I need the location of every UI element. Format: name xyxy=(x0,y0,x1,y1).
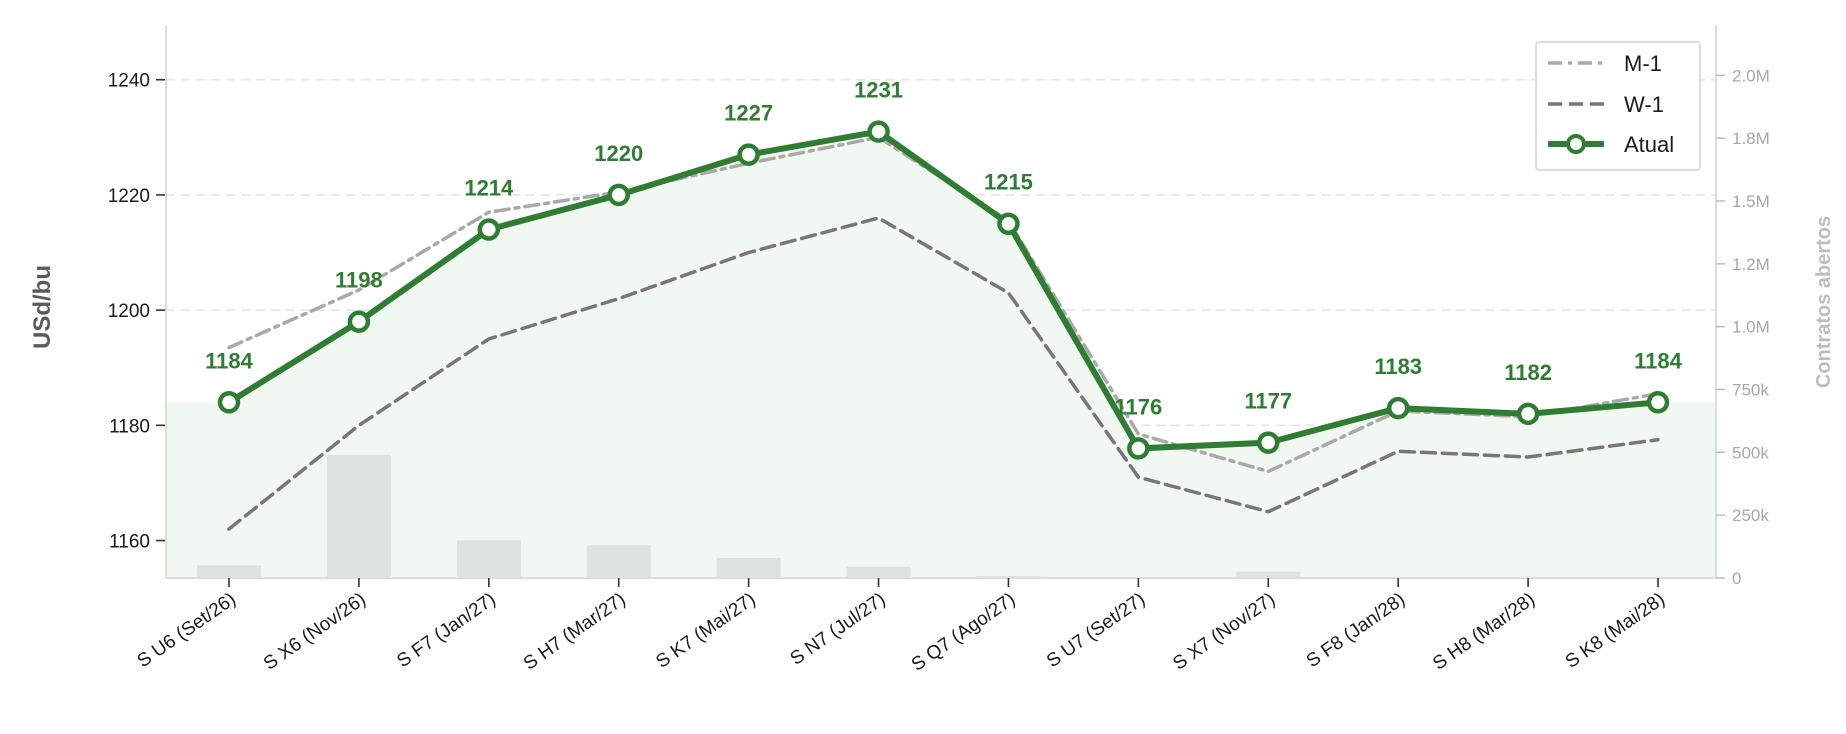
x-tick-label: S K8 (Mai/28) xyxy=(1562,589,1669,673)
y-tick-label: 1200 xyxy=(108,301,150,322)
data-point-marker xyxy=(347,310,371,333)
data-label: 1184 xyxy=(205,348,253,373)
open-interest-bar xyxy=(716,557,781,578)
x-tick-label: S F7 (Jan/27) xyxy=(393,589,499,672)
data-point-marker xyxy=(1127,437,1150,460)
series-markers xyxy=(217,120,1670,460)
y2-tick-label: 1.0M xyxy=(1732,318,1770,337)
data-point-marker xyxy=(997,212,1020,235)
x-tick-label: S K7 (Mai/27) xyxy=(652,589,759,673)
y-tick-label: 1220 xyxy=(108,186,150,207)
open-interest-bar xyxy=(326,454,391,578)
data-point-marker xyxy=(477,218,501,241)
legend-box xyxy=(1535,41,1701,171)
open-interest-bar xyxy=(456,540,521,578)
x-tick-label: S F8 (Jan/28) xyxy=(1303,589,1409,672)
data-labels: 1184 1198 1214 1220 1227 1231 1215 1176 1177 1183… xyxy=(205,78,1682,420)
x-tick-label: S U7 (Set/27) xyxy=(1043,589,1149,672)
data-point-marker xyxy=(1646,391,1670,414)
data-label: 1177 xyxy=(1244,389,1292,414)
series-line-atual xyxy=(226,128,1661,452)
y-tick-label: 1240 xyxy=(108,71,150,92)
data-point-marker xyxy=(867,120,890,143)
x-tick-label: S H7 (Mar/27) xyxy=(520,589,630,675)
y2-tick-label: 500k xyxy=(1732,443,1769,462)
legend-label-w1: W-1 xyxy=(1624,92,1664,117)
legend-marker-atual xyxy=(1566,134,1586,154)
open-interest-bar xyxy=(197,565,261,578)
y2-tick-label: 1.8M xyxy=(1732,129,1770,148)
open-interest-bar xyxy=(976,575,1041,578)
y2-tick-label: 2.0M xyxy=(1732,66,1770,85)
open-interest-bar xyxy=(586,545,651,578)
y2-tick-label: 250k xyxy=(1732,506,1769,525)
data-point-marker xyxy=(737,143,760,166)
x-tick-label: S Q7 (Ago/27) xyxy=(908,589,1020,676)
data-label: 1227 xyxy=(724,101,773,126)
x-tick-label: S X6 (Nov/26) xyxy=(260,589,370,675)
data-point-marker xyxy=(1516,402,1540,426)
data-point-marker xyxy=(1386,396,1410,420)
data-label: 1184 xyxy=(1634,348,1682,373)
legend-label-atual: Atual xyxy=(1624,132,1674,157)
legend: M-1 W-1 Atual xyxy=(1535,41,1701,171)
shaded-area-fill xyxy=(166,131,1716,579)
x-tick-label: S N7 (Jul/27) xyxy=(787,589,890,670)
x-tick-label: S H8 (Mar/28) xyxy=(1429,589,1539,675)
y2-tick-label: 1.5M xyxy=(1732,192,1770,211)
y2-tick-label: 0 xyxy=(1732,569,1741,588)
data-label: 1214 xyxy=(464,175,514,200)
y2-tick-label: 1.2M xyxy=(1732,255,1770,274)
series-lines xyxy=(226,128,1661,531)
y-axis-label: USd/bu xyxy=(29,265,56,349)
data-label: 1183 xyxy=(1374,354,1422,379)
data-label: 1231 xyxy=(854,78,903,103)
y-tick-label: 1160 xyxy=(109,532,150,553)
data-label: 1198 xyxy=(335,268,383,293)
x-tick-label: S U6 (Set/26) xyxy=(134,589,240,672)
legend-label-m1: M-1 xyxy=(1624,51,1662,76)
y-tick-label: 1180 xyxy=(109,416,150,437)
series-line-w-1 xyxy=(227,216,1660,531)
data-label: 1182 xyxy=(1504,360,1552,385)
axes xyxy=(156,25,1725,587)
data-label: 1220 xyxy=(594,141,643,166)
data-label: 1176 xyxy=(1114,394,1162,419)
data-label: 1215 xyxy=(984,170,1033,195)
data-point-marker xyxy=(1257,431,1280,454)
data-point-marker xyxy=(217,391,241,414)
x-tick-label: S X7 (Nov/27) xyxy=(1169,589,1279,675)
open-interest-bar xyxy=(1236,571,1301,578)
data-point-marker xyxy=(607,183,630,207)
shaded-area xyxy=(166,131,1716,579)
y2-axis-label: Contratos abertos xyxy=(1813,216,1835,388)
y2-tick-label: 750k xyxy=(1732,380,1769,399)
open-interest-bars xyxy=(197,454,1301,578)
open-interest-bar xyxy=(846,566,911,578)
